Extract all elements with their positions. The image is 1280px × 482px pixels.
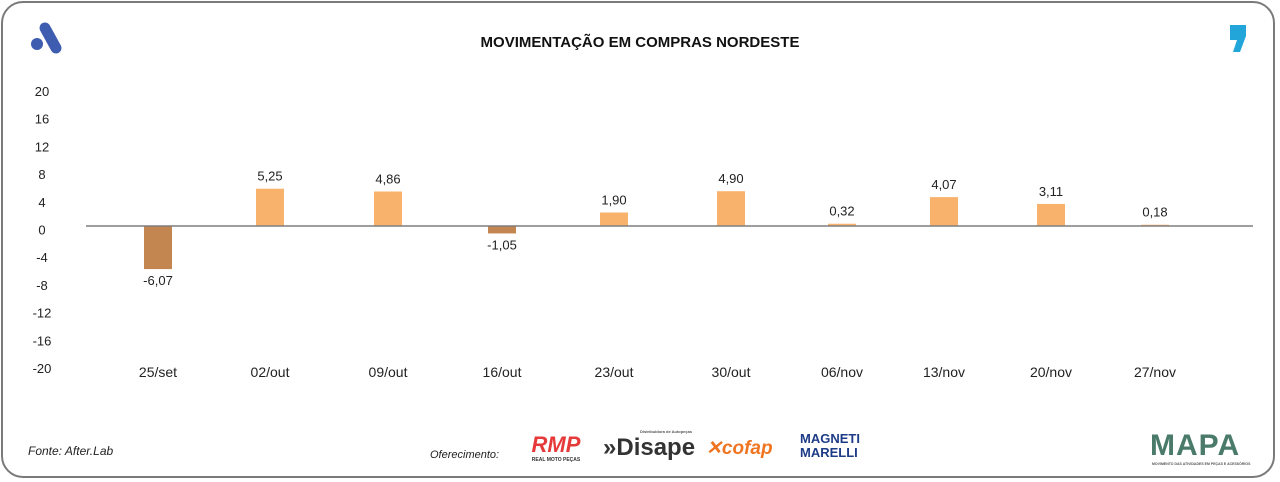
data-label: 4,07 — [931, 177, 956, 192]
data-label: 3,11 — [1039, 184, 1063, 199]
y-tick-label: 12 — [35, 139, 49, 154]
y-tick-label: -4 — [36, 250, 48, 265]
bar — [256, 188, 284, 226]
mapa-sub: MOVIMENTO DAS ATIVIDADES EM PEÇAS E ACES… — [1152, 462, 1251, 466]
data-label: 4,86 — [375, 171, 400, 186]
y-tick-label: 16 — [35, 112, 49, 127]
y-tick-label: -20 — [33, 361, 52, 376]
data-label: 5,25 — [257, 169, 282, 184]
data-label: 0,18 — [1142, 205, 1167, 220]
disape-logo: »Disape — [603, 434, 696, 461]
quote-icon — [1230, 25, 1246, 52]
data-label: 1,90 — [601, 193, 626, 208]
y-tick-label: 20 — [35, 84, 49, 99]
x-tick-label: 27/nov — [1134, 364, 1176, 380]
bar — [717, 191, 745, 226]
rmp-logo: RMP — [531, 432, 581, 457]
bar — [1037, 203, 1065, 226]
x-tick-label: 16/out — [483, 364, 522, 380]
bar — [930, 197, 958, 226]
x-tick-label: 13/nov — [923, 364, 965, 380]
x-tick-label: 25/set — [139, 364, 177, 380]
source-note: Fonte: After.Lab — [28, 444, 114, 458]
brand-logo-icon — [31, 22, 62, 54]
mapa-logo: MAPA — [1150, 429, 1241, 462]
rmp-sub: REAL MOTO PEÇAS — [531, 457, 581, 463]
disape-sub: Distribuidora de Autopeças — [640, 429, 693, 434]
sponsor-label: Oferecimento: — [430, 449, 500, 461]
bar — [828, 223, 856, 226]
x-tick-label: 06/nov — [821, 364, 863, 380]
bar — [488, 226, 516, 234]
data-label: -6,07 — [143, 273, 173, 288]
bar — [144, 226, 172, 270]
y-tick-label: -16 — [33, 333, 52, 348]
x-tick-label: 30/out — [712, 364, 751, 380]
y-tick-label: -8 — [36, 278, 48, 293]
y-tick-label: 4 — [38, 195, 45, 210]
magneti-logo: MAGNETI MARELLI — [800, 431, 860, 460]
bar — [600, 212, 628, 226]
x-tick-label: 09/out — [369, 364, 408, 380]
data-label: 4,90 — [718, 171, 743, 186]
x-tick-label: 23/out — [595, 364, 634, 380]
x-tick-label: 02/out — [251, 364, 290, 380]
y-tick-label: 8 — [38, 167, 45, 182]
data-label: 0,32 — [829, 204, 854, 219]
data-label: -1,05 — [487, 237, 517, 252]
cofap-logo: ✕cofap — [706, 438, 773, 459]
y-tick-label: -12 — [33, 306, 52, 321]
bar — [374, 191, 402, 226]
y-tick-label: 0 — [38, 223, 45, 238]
page-title: MOVIMENTAÇÃO EM COMPRAS NORDESTE — [480, 34, 800, 51]
x-tick-label: 20/nov — [1030, 364, 1072, 380]
